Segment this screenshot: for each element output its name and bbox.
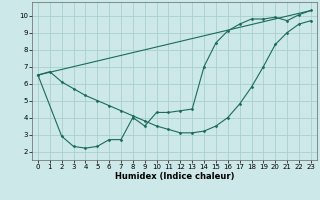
X-axis label: Humidex (Indice chaleur): Humidex (Indice chaleur): [115, 172, 234, 181]
